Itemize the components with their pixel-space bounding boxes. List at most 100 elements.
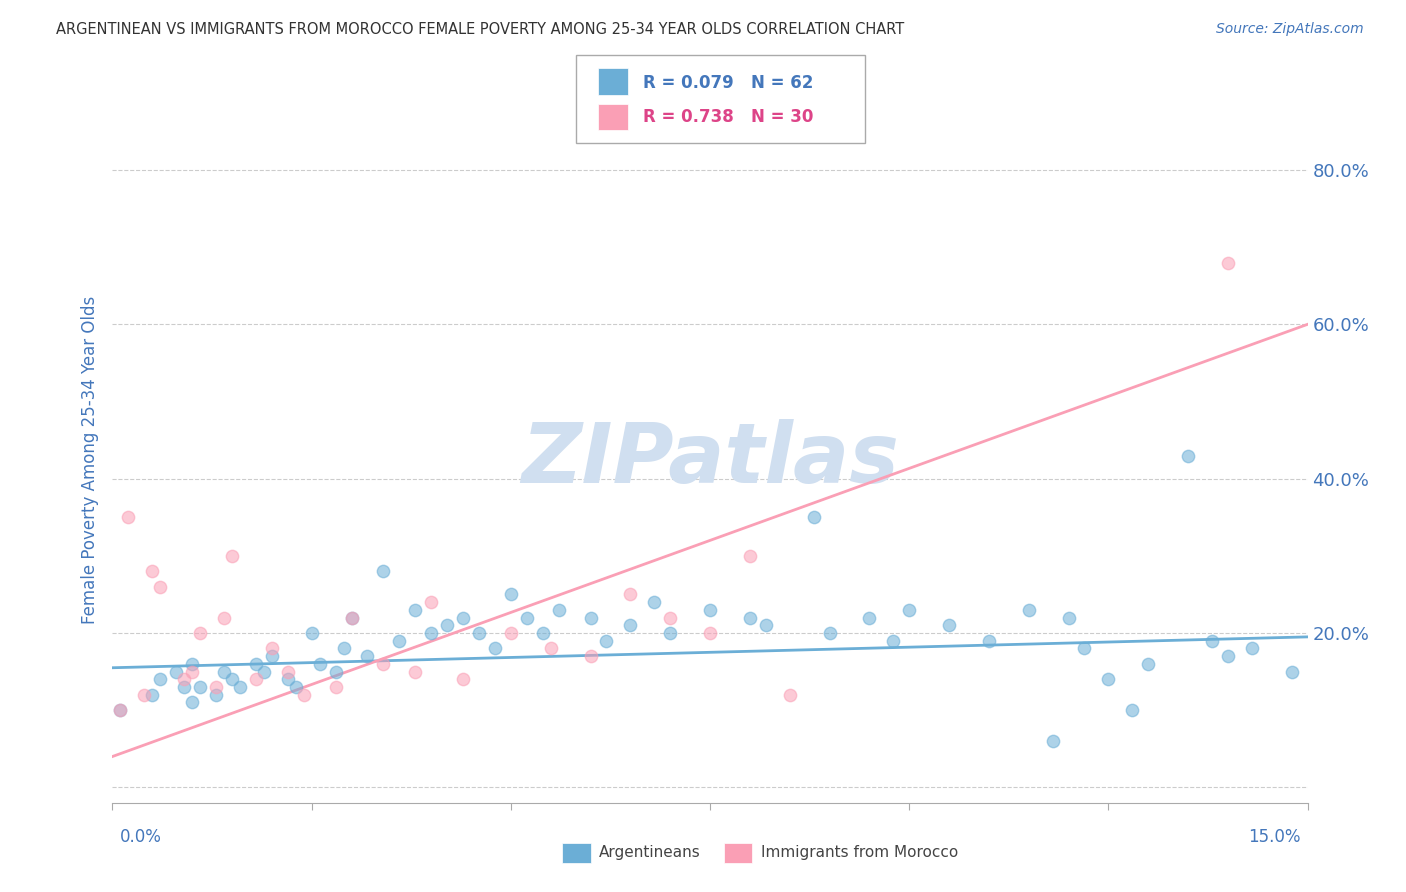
Point	[181, 665, 204, 679]
Point	[229, 680, 252, 694]
Point	[738, 549, 761, 563]
Point	[540, 641, 562, 656]
Point	[977, 633, 1000, 648]
Point	[277, 673, 299, 687]
Point	[451, 610, 474, 624]
Point	[420, 595, 443, 609]
Point	[484, 641, 506, 656]
Point	[699, 603, 721, 617]
Text: ARGENTINEAN VS IMMIGRANTS FROM MOROCCO FEMALE POVERTY AMONG 25-34 YEAR OLDS CORR: ARGENTINEAN VS IMMIGRANTS FROM MOROCCO F…	[56, 22, 904, 37]
Point	[373, 657, 395, 671]
Point	[531, 626, 554, 640]
Point	[499, 587, 522, 601]
Point	[1216, 649, 1239, 664]
Point	[579, 610, 602, 624]
Point	[149, 580, 172, 594]
Point	[149, 673, 172, 687]
Point	[643, 595, 665, 609]
Point	[260, 649, 283, 664]
Point	[332, 641, 354, 656]
Point	[1240, 641, 1263, 656]
Point	[212, 610, 235, 624]
Point	[110, 703, 132, 717]
Point	[188, 680, 211, 694]
Point	[755, 618, 778, 632]
Point	[325, 665, 347, 679]
Point	[356, 649, 378, 664]
Point	[499, 626, 522, 640]
Point	[659, 610, 682, 624]
Point	[451, 673, 474, 687]
Point	[516, 610, 538, 624]
Point	[292, 688, 315, 702]
Point	[468, 626, 491, 640]
Point	[1018, 603, 1040, 617]
Point	[373, 564, 395, 578]
Text: Argentineans: Argentineans	[599, 846, 700, 860]
Point	[221, 673, 243, 687]
Point	[277, 665, 299, 679]
Point	[738, 610, 761, 624]
Text: R = 0.738   N = 30: R = 0.738 N = 30	[643, 108, 813, 126]
Text: R = 0.079   N = 62: R = 0.079 N = 62	[643, 74, 813, 92]
Point	[595, 633, 617, 648]
Point	[1137, 657, 1160, 671]
Point	[818, 626, 841, 640]
Point	[858, 610, 880, 624]
Point	[340, 610, 363, 624]
Point	[181, 657, 204, 671]
Point	[301, 626, 323, 640]
Point	[110, 703, 132, 717]
Text: 15.0%: 15.0%	[1249, 828, 1301, 846]
Point	[141, 688, 163, 702]
Point	[388, 633, 411, 648]
Point	[579, 649, 602, 664]
Point	[253, 665, 276, 679]
Point	[803, 510, 825, 524]
Point	[898, 603, 921, 617]
Point	[1281, 665, 1303, 679]
Point	[1121, 703, 1143, 717]
Point	[882, 633, 904, 648]
Point	[134, 688, 156, 702]
Point	[404, 665, 426, 679]
Point	[117, 510, 139, 524]
Point	[245, 673, 267, 687]
Point	[1042, 734, 1064, 748]
Point	[659, 626, 682, 640]
Point	[284, 680, 307, 694]
Point	[212, 665, 235, 679]
Point	[205, 680, 228, 694]
Point	[340, 610, 363, 624]
Point	[1201, 633, 1223, 648]
Point	[205, 688, 228, 702]
Point	[245, 657, 267, 671]
Point	[181, 696, 204, 710]
Point	[141, 564, 163, 578]
Point	[325, 680, 347, 694]
Point	[619, 587, 641, 601]
Text: 0.0%: 0.0%	[120, 828, 162, 846]
Point	[221, 549, 243, 563]
Point	[1073, 641, 1095, 656]
Point	[260, 641, 283, 656]
Point	[404, 603, 426, 617]
Text: Source: ZipAtlas.com: Source: ZipAtlas.com	[1216, 22, 1364, 37]
Text: ZIPatlas: ZIPatlas	[522, 419, 898, 500]
Point	[547, 603, 569, 617]
Point	[188, 626, 211, 640]
Point	[779, 688, 801, 702]
Point	[1177, 449, 1199, 463]
Point	[173, 680, 195, 694]
Text: Immigrants from Morocco: Immigrants from Morocco	[761, 846, 957, 860]
Point	[308, 657, 330, 671]
Point	[420, 626, 443, 640]
Y-axis label: Female Poverty Among 25-34 Year Olds: Female Poverty Among 25-34 Year Olds	[80, 295, 98, 624]
Point	[1216, 255, 1239, 269]
Point	[619, 618, 641, 632]
Point	[938, 618, 960, 632]
Point	[1057, 610, 1080, 624]
Point	[165, 665, 187, 679]
Point	[699, 626, 721, 640]
Point	[173, 673, 195, 687]
